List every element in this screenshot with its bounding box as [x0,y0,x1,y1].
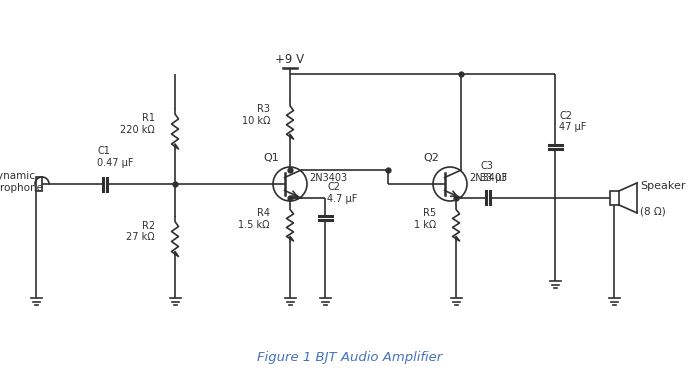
Text: Figure 1 BJT Audio Amplifier: Figure 1 BJT Audio Amplifier [258,351,442,363]
Text: C2
47 μF: C2 47 μF [559,111,587,133]
Text: Speaker: Speaker [640,181,685,191]
Text: R5
1 kΩ: R5 1 kΩ [414,208,436,230]
Text: (8 Ω): (8 Ω) [640,207,666,217]
Bar [610,191,619,205]
Text: Q2: Q2 [423,153,439,163]
Text: C3
33 μF: C3 33 μF [480,161,508,183]
Text: Q1: Q1 [263,153,279,163]
Text: C2
4.7 μF: C2 4.7 μF [327,182,358,204]
Text: Dynamic
microphone: Dynamic microphone [0,171,43,193]
Text: R3
10 kΩ: R3 10 kΩ [241,104,270,126]
Text: +9 V: +9 V [275,53,304,66]
Text: C1
0.47 μF: C1 0.47 μF [97,146,134,168]
Text: 2N3403: 2N3403 [309,173,347,183]
Text: R4
1.5 kΩ: R4 1.5 kΩ [239,208,270,230]
Text: 2N3403: 2N3403 [469,173,507,183]
Text: R1
220 kΩ: R1 220 kΩ [120,113,155,135]
Text: R2
27 kΩ: R2 27 kΩ [127,221,155,242]
Bar [36,177,42,191]
